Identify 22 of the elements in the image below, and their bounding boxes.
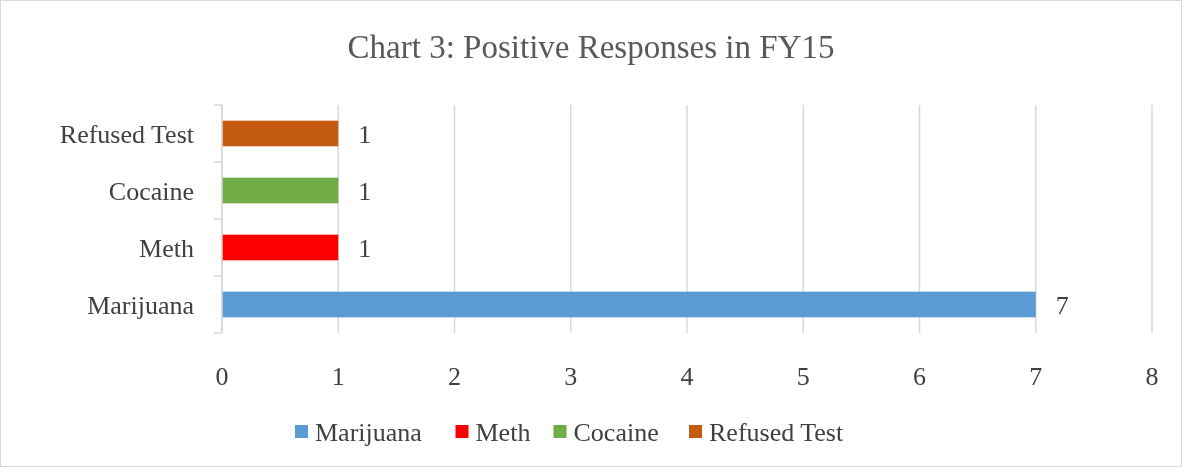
x-tick-label: 5: [796, 362, 810, 391]
data-label: 7: [1055, 290, 1069, 320]
y-tick-label: Refused Test: [59, 119, 195, 149]
y-tick-label: Marijuana: [87, 290, 195, 320]
legend-label: Cocaine: [573, 418, 659, 448]
data-label: 1: [358, 119, 372, 149]
y-tick-label: Cocaine: [108, 176, 194, 206]
x-tick-label: 8: [1145, 362, 1159, 391]
y-tick-label: Meth: [139, 233, 194, 263]
legend-label: Meth: [475, 418, 531, 448]
chart-title: Chart 3: Positive Responses in FY15: [347, 29, 835, 65]
data-label: 1: [358, 233, 372, 263]
legend-label: Refused Test: [709, 418, 844, 448]
x-tick-label: 6: [913, 362, 926, 391]
x-tick-label: 4: [680, 362, 694, 391]
x-tick-label: 7: [1029, 362, 1043, 391]
data-label: 1: [358, 176, 372, 206]
x-tick-label: 2: [448, 362, 461, 391]
legend-label: Marijuana: [315, 418, 423, 448]
x-tick-label: 1: [331, 362, 345, 391]
x-tick-label: 3: [564, 362, 578, 391]
x-tick-label: 0: [215, 362, 229, 391]
